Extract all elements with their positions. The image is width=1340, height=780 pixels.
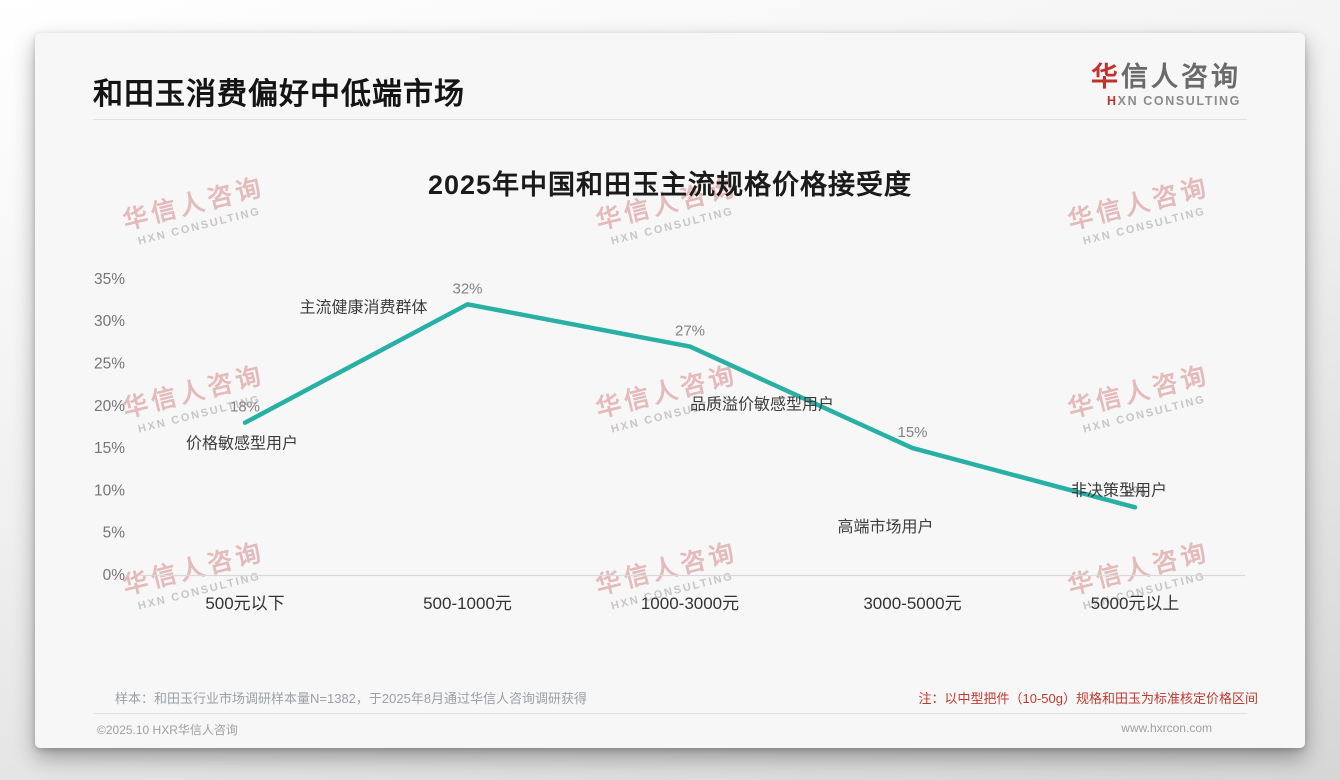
- logo-name: 华信人咨询: [1091, 62, 1241, 93]
- website-link[interactable]: www.hxrcon.com: [1121, 721, 1212, 735]
- sample-note: 样本：和田玉行业市场调研样本量N=1382，于2025年8月通过华信人咨询调研获…: [115, 691, 588, 706]
- page-title: 和田玉消费偏好中低端市场: [93, 78, 465, 111]
- logo-accent-char: 华: [1091, 62, 1121, 92]
- title-divider: [93, 119, 1247, 120]
- logo-subtitle: HXN CONSULTING: [1091, 93, 1241, 109]
- footer-divider: [93, 713, 1247, 714]
- logo-name-rest: 信人咨询: [1121, 62, 1241, 92]
- logo-subtitle-rest: XN CONSULTING: [1117, 93, 1241, 108]
- logo-subtitle-accent: H: [1107, 93, 1118, 108]
- report-card: 华信人咨询 HXN CONSULTING 华信人咨询 HXN CONSULTING 华信…: [35, 33, 1305, 748]
- pricing-note: 注：以中型把件（10-50g）规格和田玉为标准核定价格区间: [918, 691, 1258, 706]
- copyright-text: ©2025.10 HXR华信人咨询: [97, 723, 238, 737]
- chart-title: 2025年中国和田玉主流规格价格接受度: [427, 170, 913, 200]
- brand-logo: 华信人咨询 HXN CONSULTING: [1091, 62, 1241, 109]
